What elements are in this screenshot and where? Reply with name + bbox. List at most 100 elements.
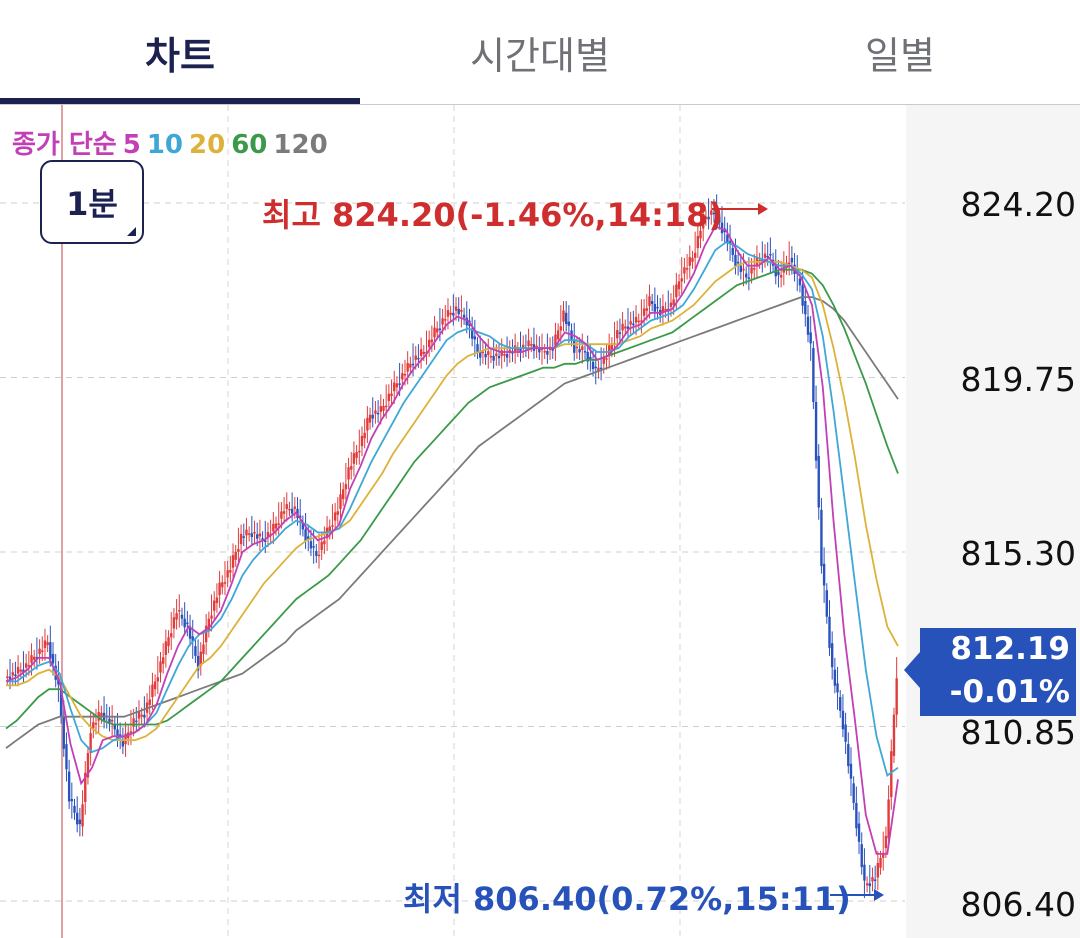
candle-body [304, 529, 307, 542]
candle-body [59, 689, 63, 717]
candle-body [19, 669, 22, 672]
candle-body [202, 644, 205, 654]
candle-body [484, 353, 487, 358]
candle-body [446, 310, 450, 317]
candle-body [358, 450, 361, 453]
candle-body [393, 382, 396, 392]
candle-body [763, 253, 767, 258]
y-tick-label: 815.30 [960, 534, 1076, 573]
candle-body [564, 312, 568, 324]
candle-body [806, 316, 810, 335]
candle-body [409, 363, 412, 368]
candle-body [301, 522, 305, 530]
candle-body [223, 582, 227, 584]
candle-body [830, 643, 834, 668]
candle-body [264, 540, 267, 543]
candle-body [621, 323, 624, 331]
candle-body [89, 733, 92, 753]
candle-body [599, 367, 603, 370]
candle-body [753, 268, 756, 270]
legend-ma5: 5 [122, 130, 141, 160]
candle-body [650, 301, 654, 304]
candle-body [121, 739, 125, 747]
candle-body [457, 308, 460, 315]
candle-body [728, 241, 732, 244]
legend-ma10: 10 [146, 130, 184, 160]
candle-body [210, 615, 213, 619]
candle-body [323, 540, 326, 545]
candle-body [852, 783, 855, 803]
candle-body [411, 363, 415, 366]
candle-body [812, 348, 815, 403]
candle-body [285, 504, 288, 509]
candle-body [503, 353, 506, 356]
candle-body [605, 358, 608, 360]
candle-body [196, 655, 200, 671]
candle-body [849, 763, 853, 779]
candle-body [108, 718, 111, 724]
candle-body [790, 257, 794, 263]
candle-body [640, 320, 643, 322]
tab-time-period[interactable]: 시간대별 [470, 33, 610, 78]
candle-body [317, 554, 321, 557]
interval-select-button[interactable]: 1분 [40, 160, 144, 244]
candle-body [675, 284, 678, 298]
candle-body [452, 312, 455, 316]
tab-chart[interactable]: 차트 [145, 33, 215, 78]
candle-body [876, 862, 880, 878]
candle-body [594, 366, 597, 369]
candle-body [180, 614, 184, 619]
candle-body [137, 711, 141, 719]
candle-body [702, 213, 705, 229]
tab-daily[interactable]: 일별 [865, 33, 935, 78]
candle-body [495, 353, 498, 356]
candle-body [328, 526, 331, 533]
candle-body [833, 669, 837, 686]
plot-area[interactable] [0, 105, 906, 938]
candle-body [129, 731, 133, 733]
high-arrow-head-icon [758, 203, 768, 215]
candle-body [331, 525, 334, 527]
indicator-legend[interactable]: 종가 단순 5 10 20 60 120 [12, 124, 334, 161]
current-price-change: -0.01% [949, 674, 1070, 710]
candle-body [194, 646, 197, 656]
candle-body [16, 666, 20, 674]
candle-body [124, 733, 127, 745]
candle-body [22, 669, 25, 673]
candle-body [554, 334, 557, 349]
candle-body [887, 799, 890, 839]
candle-body [309, 541, 313, 549]
candle-body [704, 216, 708, 219]
candle-body [387, 393, 391, 402]
candle-body [100, 712, 103, 717]
candle-body [804, 301, 807, 315]
candle-body [624, 326, 627, 329]
candle-body [151, 684, 154, 698]
candle-body [30, 655, 33, 663]
candle-body [847, 744, 850, 767]
legend-ma60: 60 [231, 130, 268, 160]
candle-body [610, 344, 614, 351]
candle-body [538, 348, 541, 353]
candle-body [809, 332, 812, 344]
candle-body [427, 339, 431, 348]
candle-body [199, 651, 202, 666]
candle-body [739, 265, 743, 273]
candle-body [597, 367, 600, 372]
candle-body [669, 302, 673, 307]
candle-body [677, 281, 681, 290]
legend-ma120: 120 [273, 130, 328, 160]
candle-body [844, 724, 847, 742]
candle-body [680, 278, 683, 282]
y-tick-label: 819.75 [960, 360, 1076, 399]
candle-body [417, 357, 420, 360]
candle-body [250, 533, 254, 538]
candle-body [78, 819, 82, 825]
candle-body [6, 676, 9, 679]
candle-body [710, 210, 713, 215]
candle-body [86, 752, 90, 778]
legend-ma20: 20 [189, 130, 226, 160]
candle-body [865, 883, 869, 886]
candle-body [839, 697, 842, 711]
